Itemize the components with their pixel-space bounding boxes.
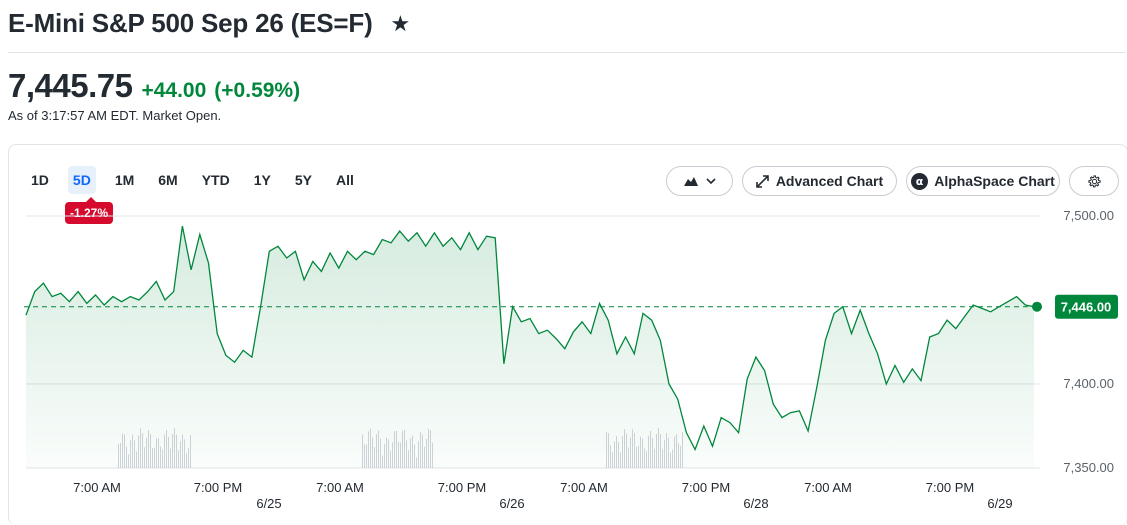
title-row: E-Mini S&P 500 Sep 26 (ES=F) ★	[8, 8, 410, 39]
range-selector: 1D 5D 1M 6M YTD 1Y 5Y All	[26, 166, 373, 194]
x-tick-label: 7:00 AM	[804, 480, 852, 495]
range-all[interactable]: All	[335, 172, 354, 188]
price-area	[26, 226, 1034, 468]
page-title: E-Mini S&P 500 Sep 26 (ES=F)	[8, 8, 373, 38]
range-6m[interactable]: 6M	[158, 172, 178, 188]
x-tick-label: 7:00 PM	[926, 480, 974, 495]
date-label: 6/26	[499, 496, 524, 511]
advanced-chart-button[interactable]: Advanced Chart	[742, 166, 897, 196]
gear-icon	[1087, 174, 1102, 189]
alphaspace-label: AlphaSpace Chart	[934, 173, 1055, 189]
y-axis-labels: 7,500.00 7,400.00 7,350.00	[1063, 208, 1114, 475]
date-label: 6/29	[987, 496, 1012, 511]
range-5d[interactable]: 5D	[67, 166, 96, 194]
price-series-line	[25, 225, 1035, 452]
star-icon[interactable]: ★	[390, 10, 411, 36]
x-tick-label: 7:00 AM	[560, 480, 608, 495]
x-axis-labels: 7:00 AM 7:00 PM 7:00 AM 7:00 PM 7:00 AM 7:00 …	[73, 480, 1013, 511]
advanced-chart-label: Advanced Chart	[775, 173, 884, 189]
settings-button[interactable]	[1069, 166, 1119, 196]
alphaspace-chart-button[interactable]: α AlphaSpace Chart	[906, 166, 1060, 196]
chart-type-button[interactable]	[666, 166, 733, 196]
x-tick-label: 7:00 AM	[316, 480, 364, 495]
mountain-chart-icon	[683, 176, 698, 186]
price-area-fill	[26, 226, 1034, 468]
y-tick-label: 7,500.00	[1063, 208, 1114, 223]
svg-text:α: α	[916, 175, 924, 188]
x-tick-label: 7:00 PM	[438, 480, 486, 495]
date-label: 6/28	[743, 496, 768, 511]
range-ytd[interactable]: YTD	[201, 172, 230, 188]
price-change-percent: (+0.59%)	[214, 79, 301, 102]
expand-icon	[756, 174, 769, 188]
as-of-timestamp: As of 3:17:57 AM EDT. Market Open.	[8, 108, 222, 123]
last-price-dot	[1032, 301, 1042, 312]
range-1d[interactable]: 1D	[31, 172, 49, 188]
header-divider	[8, 52, 1126, 53]
range-1m[interactable]: 1M	[114, 172, 135, 188]
x-tick-label: 7:00 AM	[73, 480, 121, 495]
current-price-tag: 7,446.00	[1055, 294, 1118, 319]
range-1y[interactable]: 1Y	[253, 172, 271, 188]
price-change: +44.00	[141, 79, 207, 102]
chart-card	[8, 144, 1127, 525]
range-5y[interactable]: 5Y	[294, 172, 312, 188]
y-tick-label: 7,350.00	[1063, 460, 1114, 475]
quote-row: 7,445.75 +44.00 (+0.59%)	[8, 67, 300, 105]
alphaspace-logo-icon: α	[911, 172, 929, 190]
x-tick-label: 7:00 PM	[194, 480, 242, 495]
price-value: 7,445.75	[8, 67, 133, 104]
x-tick-label: 7:00 PM	[682, 480, 730, 495]
price-line	[25, 225, 1035, 452]
date-label: 6/25	[256, 496, 281, 511]
current-price-label: 7,446.00	[1061, 300, 1112, 315]
chevron-down-icon	[705, 178, 716, 184]
y-tick-label: 7,400.00	[1063, 376, 1114, 391]
